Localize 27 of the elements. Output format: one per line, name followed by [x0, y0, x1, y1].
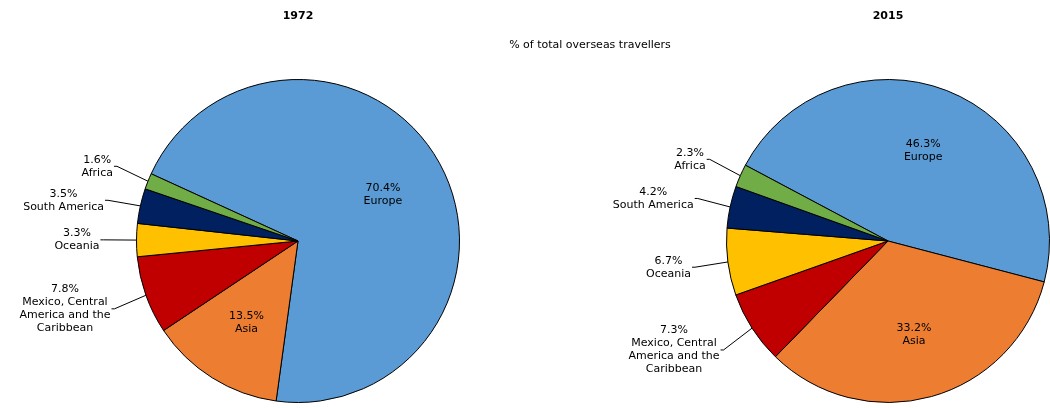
- data-label: 6.7%: [654, 253, 683, 267]
- data-label: 46.3%: [905, 137, 941, 151]
- slice-label: Africa: [674, 158, 706, 172]
- slice-label: Oceania: [54, 239, 100, 253]
- slice-label: Europe: [903, 150, 943, 164]
- slice-label: South America: [23, 199, 104, 213]
- chart-title: 1972: [282, 8, 314, 22]
- data-label: 2.3%: [676, 145, 705, 159]
- data-label: 3.3%: [62, 226, 91, 240]
- data-label: 13.5%: [229, 309, 265, 323]
- slice-label: Europe: [363, 193, 403, 207]
- slice-label: Asia: [235, 322, 259, 336]
- text: % of total overseas travellers: [508, 38, 672, 51]
- slice-label: Africa: [81, 165, 113, 179]
- slice-label: Mexico, Central America and the Caribbean: [628, 336, 720, 376]
- chart-title: 2015: [872, 8, 904, 22]
- data-label: 4.2%: [639, 184, 668, 198]
- data-label: 7.8%: [50, 282, 79, 296]
- slice-label: Mexico, Central America and the Caribbean: [19, 295, 111, 335]
- slice-label: Asia: [902, 333, 926, 347]
- data-label: 70.4%: [365, 180, 401, 194]
- data-label: 1.6%: [83, 152, 112, 166]
- slice-label: Oceania: [646, 266, 692, 280]
- data-label: 33.2%: [896, 320, 932, 334]
- data-label: 7.3%: [660, 323, 688, 337]
- slice-label: South America: [612, 197, 694, 211]
- data-label: 3.5%: [49, 186, 78, 200]
